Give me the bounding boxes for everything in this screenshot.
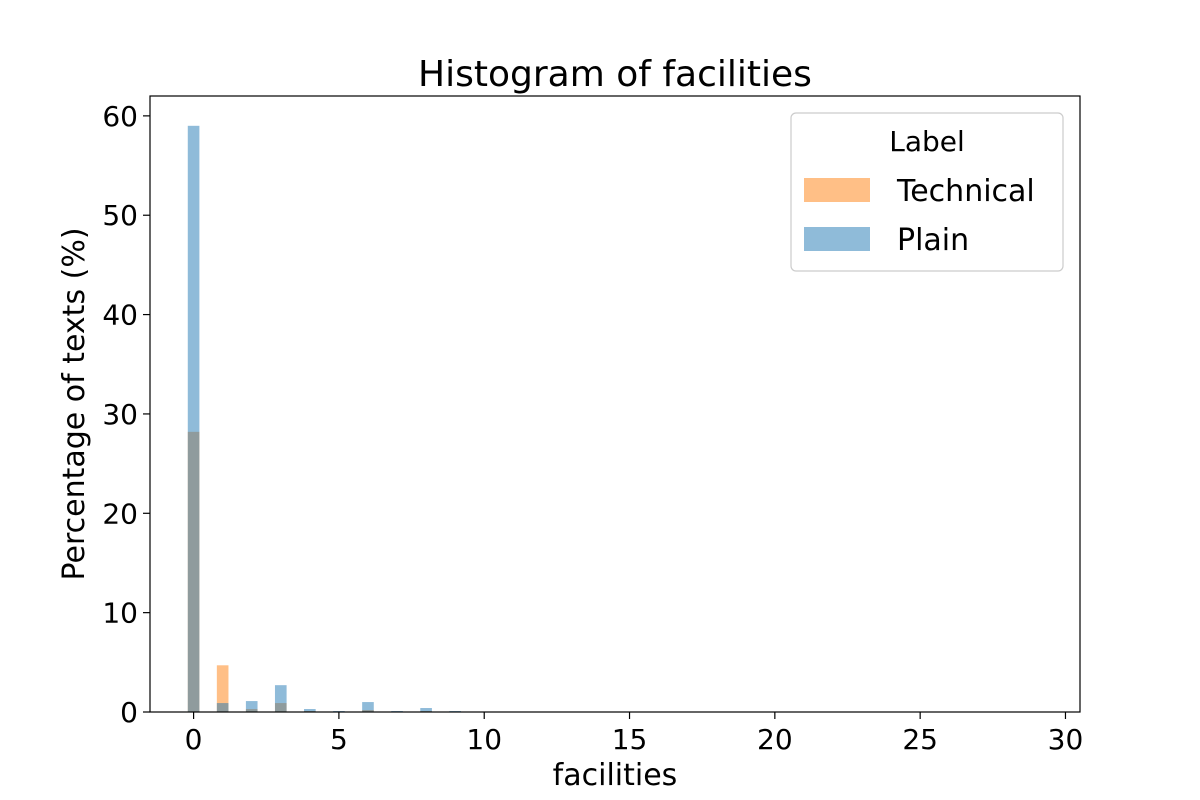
x-tick-label-15: 15 — [612, 723, 648, 756]
legend-swatch-technical — [804, 178, 870, 202]
y-tick-label-50: 50 — [102, 199, 138, 232]
x-tick-label-20: 20 — [757, 723, 793, 756]
legend-swatch-plain — [804, 227, 870, 251]
legend-label-technical: Technical — [896, 174, 1035, 209]
bar-plain-2 — [245, 701, 258, 712]
bars-group — [187, 125, 461, 712]
x-tick-label-5: 5 — [330, 723, 348, 756]
legend: Label Technical Plain — [790, 112, 1064, 272]
chart-title: Histogram of facilities — [418, 54, 812, 95]
y-axis-ticks: 0 10 20 30 40 50 60 — [102, 100, 150, 729]
legend-title: Label — [889, 125, 965, 158]
bar-plain-8 — [420, 708, 432, 712]
y-tick-label-60: 60 — [102, 100, 138, 133]
y-axis-label: Percentage of texts (%) — [57, 227, 92, 580]
x-tick-label-0: 0 — [185, 723, 203, 756]
y-tick-label-0: 0 — [120, 696, 138, 729]
y-tick-label-20: 20 — [102, 497, 138, 530]
bar-plain-1 — [216, 703, 229, 712]
x-tick-label-25: 25 — [902, 723, 938, 756]
bar-plain-6 — [362, 702, 374, 712]
x-axis-label: facilities — [553, 758, 678, 793]
bar-plain-4 — [304, 709, 316, 712]
legend-label-plain: Plain — [897, 223, 969, 258]
bar-plain-0 — [187, 125, 200, 712]
bar-technical-1 — [216, 665, 229, 712]
y-tick-label-10: 10 — [102, 597, 138, 630]
bar-plain-3 — [274, 685, 287, 712]
x-tick-label-30: 30 — [1048, 723, 1084, 756]
y-tick-label-30: 30 — [102, 398, 138, 431]
x-axis-ticks: 0 5 10 15 20 25 30 — [185, 712, 1084, 756]
plot-frame — [149, 95, 1081, 713]
x-tick-label-10: 10 — [466, 723, 502, 756]
y-tick-label-40: 40 — [102, 299, 138, 332]
